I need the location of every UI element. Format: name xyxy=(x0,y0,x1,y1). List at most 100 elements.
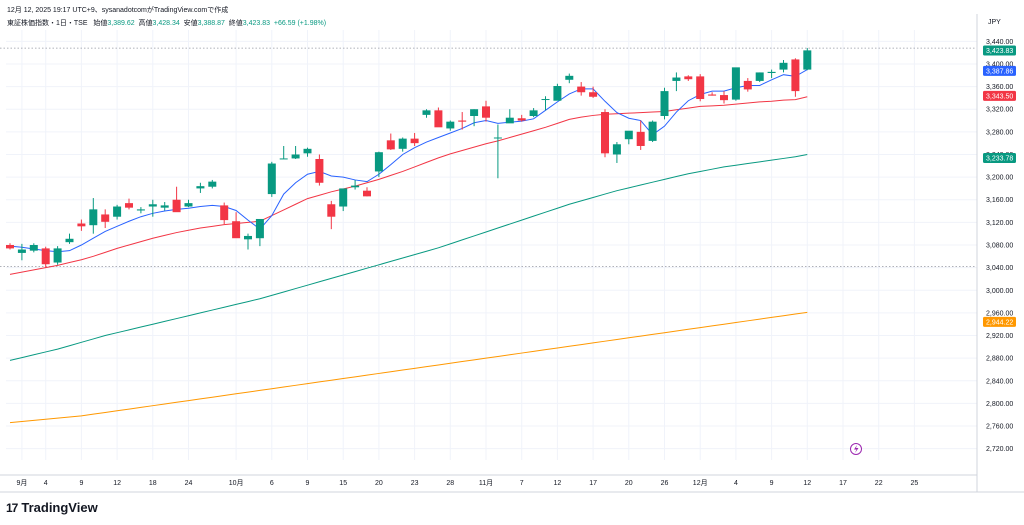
x-tick-label: 10月 xyxy=(229,479,244,487)
y-tick-label: 3,200.00 xyxy=(986,175,1013,182)
candle-body xyxy=(327,204,336,217)
price-badge-bg xyxy=(983,90,1016,101)
tradingview-brand[interactable]: 17 TradingView xyxy=(6,500,98,515)
candle xyxy=(291,145,300,159)
candle xyxy=(589,86,598,98)
candle-body xyxy=(136,209,145,211)
candle-body xyxy=(291,154,300,159)
candle-body xyxy=(339,188,348,207)
x-tick-label: 12月 xyxy=(693,479,708,487)
candle-body xyxy=(493,137,502,139)
low-label: 安値 xyxy=(183,20,198,27)
candle-body xyxy=(220,205,229,221)
candle-body xyxy=(255,218,264,239)
y-tick-label: 3,400.00 xyxy=(986,61,1013,68)
candle xyxy=(220,202,229,225)
candle-body xyxy=(363,190,371,197)
candle xyxy=(731,67,740,101)
candle-body xyxy=(101,214,110,222)
high-label: 高値 xyxy=(138,20,153,27)
y-tick-label: 3,160.00 xyxy=(986,197,1013,204)
x-tick-label: 20 xyxy=(625,480,633,487)
open-label: 始値 xyxy=(93,20,108,27)
close-value: 3,423.83 xyxy=(242,20,271,27)
candle xyxy=(65,233,74,244)
candle xyxy=(303,147,312,157)
y-tick-label: 3,120.00 xyxy=(986,220,1013,227)
candle-body xyxy=(577,86,586,93)
candle-body xyxy=(803,50,812,70)
chart-header-caption: 12月 12, 2025 19:17 UTC+9、sysanadotcomがTr… xyxy=(7,7,229,14)
candle-body xyxy=(410,138,419,144)
x-tick-label: 15 xyxy=(339,480,347,487)
candle-body xyxy=(196,186,205,189)
x-tick-label: 17 xyxy=(839,480,847,487)
tradingview-logo-icon: 17 xyxy=(6,500,18,515)
candle-body xyxy=(65,238,74,243)
axes: 2,720.00 2,760.00 2,800.00 2,840.00 2,880.00… xyxy=(0,14,1024,493)
candle xyxy=(601,109,609,158)
candle-body xyxy=(267,163,276,195)
candle-body xyxy=(470,109,479,116)
candle-body xyxy=(422,110,431,115)
candle-body xyxy=(41,248,50,265)
candle xyxy=(422,109,431,118)
candle-body xyxy=(434,110,443,128)
y-tick-label: 2,880.00 xyxy=(986,356,1013,363)
candle-body xyxy=(77,223,86,227)
moving-averages xyxy=(9,69,808,424)
close-label: 終値 xyxy=(228,20,243,27)
candle-body xyxy=(53,248,62,263)
candle xyxy=(410,132,419,146)
x-tick-label: 6 xyxy=(270,480,274,487)
x-tick-label: 28 xyxy=(446,480,454,487)
high-value: 3,428.34 xyxy=(152,20,180,27)
candle xyxy=(577,82,586,96)
x-tick-label: 11月 xyxy=(479,479,493,487)
flash-icon[interactable] xyxy=(850,443,862,455)
candle xyxy=(505,109,514,124)
candle xyxy=(470,109,479,127)
y-tick-label: 3,320.00 xyxy=(986,107,1013,114)
candle-body xyxy=(374,152,383,172)
candle xyxy=(458,112,467,130)
price-badge: 3,233.78 xyxy=(983,152,1016,163)
candle xyxy=(529,108,538,118)
candle xyxy=(767,69,776,79)
change-value: +66.59 (+1.98%) xyxy=(273,20,327,27)
candle xyxy=(208,179,217,189)
x-tick-label: 20 xyxy=(375,480,383,487)
candle xyxy=(648,120,657,143)
candle xyxy=(101,209,110,229)
candle-body xyxy=(755,72,764,81)
candle-body xyxy=(565,75,574,80)
candle xyxy=(720,91,728,104)
candle xyxy=(17,243,26,261)
candle-body xyxy=(113,206,122,217)
candle xyxy=(434,107,443,128)
candle-body xyxy=(636,131,645,146)
candle xyxy=(136,207,145,214)
candle xyxy=(493,124,502,179)
candle xyxy=(779,59,788,73)
y-tick-label: 2,840.00 xyxy=(986,378,1013,385)
x-tick-label: 24 xyxy=(185,480,193,487)
candle-body xyxy=(446,121,455,129)
candle-body xyxy=(779,62,788,70)
x-tick-label: 4 xyxy=(44,480,48,487)
candle xyxy=(125,198,133,210)
y-tick-label: 3,040.00 xyxy=(986,265,1013,272)
candle-body xyxy=(612,144,621,155)
symbol-title[interactable]: 東証株価指数・1日・TSE xyxy=(7,20,88,27)
currency-label[interactable]: JPY xyxy=(988,19,1001,26)
candle xyxy=(244,233,252,250)
price-badge: 3,387.86 xyxy=(983,65,1016,76)
candle-body xyxy=(601,112,609,154)
candle xyxy=(315,154,324,186)
brand-name: TradingView xyxy=(21,500,98,515)
y-tick-label: 2,800.00 xyxy=(986,401,1013,408)
candles xyxy=(6,48,812,268)
candle xyxy=(398,137,407,152)
y-tick-label: 2,960.00 xyxy=(986,310,1013,317)
